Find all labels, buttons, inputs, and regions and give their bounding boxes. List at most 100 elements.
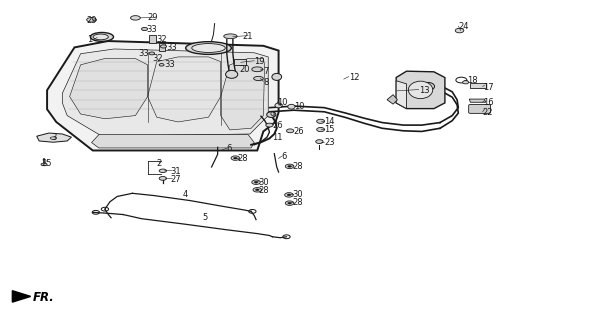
Bar [149,35,155,43]
Ellipse shape [285,201,294,205]
Ellipse shape [50,137,56,140]
Ellipse shape [252,180,260,184]
Ellipse shape [408,81,433,99]
Ellipse shape [149,52,155,55]
Polygon shape [147,57,221,122]
Ellipse shape [267,112,276,117]
Ellipse shape [288,165,291,167]
Ellipse shape [287,194,291,196]
Polygon shape [62,49,268,136]
Ellipse shape [159,177,166,180]
Polygon shape [12,291,31,302]
Text: 30: 30 [258,178,269,187]
Ellipse shape [421,83,435,90]
Polygon shape [70,59,147,119]
Polygon shape [92,135,254,148]
Ellipse shape [316,119,324,124]
Text: 25: 25 [41,159,51,168]
Text: FR.: FR. [33,291,55,304]
Text: 15: 15 [324,125,335,134]
Text: 22: 22 [483,108,493,117]
Text: 28: 28 [238,154,248,163]
Text: 33: 33 [166,43,177,52]
Ellipse shape [185,42,231,54]
Ellipse shape [272,73,282,80]
Text: 6: 6 [282,152,287,161]
Ellipse shape [41,163,47,166]
Text: 3: 3 [51,133,57,142]
Ellipse shape [159,169,166,172]
Ellipse shape [234,157,237,159]
Bar [159,43,165,51]
Ellipse shape [316,140,323,143]
Ellipse shape [224,34,237,39]
Ellipse shape [93,34,108,40]
Polygon shape [221,59,264,130]
Text: 28: 28 [293,162,303,171]
Ellipse shape [253,76,263,81]
Ellipse shape [192,44,225,52]
Ellipse shape [463,81,469,84]
Text: 4: 4 [183,190,188,199]
Text: 20: 20 [239,65,250,74]
Polygon shape [469,99,486,102]
Text: 29: 29 [147,13,158,22]
Text: 5: 5 [203,212,207,222]
Text: 14: 14 [324,117,335,126]
Ellipse shape [160,45,166,48]
Ellipse shape [285,164,294,169]
Text: 27: 27 [171,174,181,184]
Ellipse shape [288,202,291,204]
Text: 31: 31 [171,167,181,176]
Text: 28: 28 [258,186,269,195]
Text: 11: 11 [272,133,283,142]
Ellipse shape [87,18,97,22]
Ellipse shape [286,129,294,133]
Ellipse shape [231,156,239,160]
Text: 9: 9 [269,111,275,120]
Text: 7: 7 [263,67,269,76]
Polygon shape [37,133,72,142]
Ellipse shape [266,123,273,127]
Text: 6: 6 [227,144,232,153]
Ellipse shape [130,16,140,20]
Text: 21: 21 [242,32,253,41]
Text: 10: 10 [294,101,304,111]
Polygon shape [47,41,278,150]
Ellipse shape [141,28,147,31]
Ellipse shape [288,104,295,109]
Ellipse shape [254,181,258,183]
Text: 24: 24 [458,22,469,31]
Text: 29: 29 [87,16,97,25]
Ellipse shape [455,28,464,33]
Ellipse shape [275,103,282,108]
Text: 33: 33 [138,49,149,58]
Text: 28: 28 [293,198,303,207]
Ellipse shape [253,188,261,192]
Text: 17: 17 [483,83,493,92]
Text: 18: 18 [468,76,478,85]
Text: 12: 12 [349,73,359,82]
Text: 13: 13 [419,86,430,95]
Ellipse shape [316,127,324,132]
Text: 33: 33 [146,25,157,35]
Text: 32: 32 [157,35,167,44]
Text: 10: 10 [277,99,287,108]
Bar [471,83,486,88]
Text: 2: 2 [157,159,162,168]
Polygon shape [396,81,406,108]
Ellipse shape [91,32,113,41]
Text: 26: 26 [294,127,304,136]
Text: 19: 19 [254,57,265,66]
Text: 33: 33 [165,60,176,69]
Ellipse shape [285,193,293,197]
Text: 26: 26 [272,121,283,130]
Ellipse shape [226,70,238,78]
Polygon shape [387,95,397,104]
Text: 16: 16 [483,99,493,108]
Text: 32: 32 [152,54,163,63]
Polygon shape [396,71,445,108]
Text: 23: 23 [324,138,335,147]
Ellipse shape [255,189,259,191]
Text: 30: 30 [293,190,303,199]
